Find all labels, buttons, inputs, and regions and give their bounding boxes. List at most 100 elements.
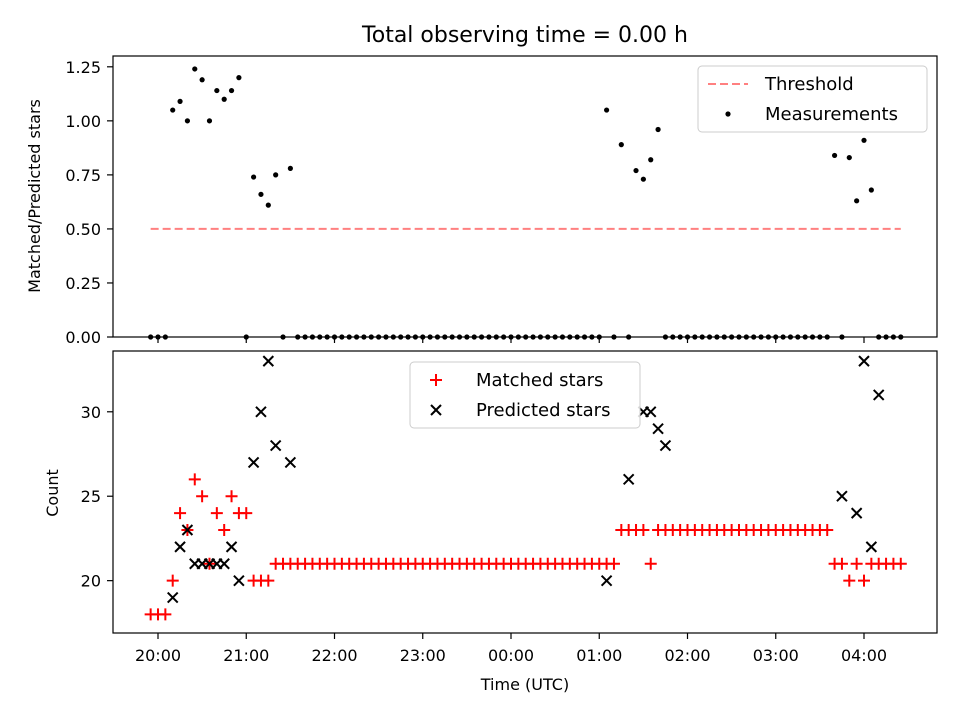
matched-star-point — [174, 507, 187, 520]
measurement-point — [258, 191, 264, 197]
measurement-point — [228, 87, 235, 94]
bottom-x-axis: 20:00 21:00 22:00 23:00 00:00 01:00 02:00 03:00… — [135, 633, 887, 665]
matched-star-point — [240, 507, 253, 520]
predicted-star-point — [284, 456, 297, 469]
matched-star-point — [858, 574, 870, 587]
bottom-xlabel: Time (UTC) — [480, 675, 569, 694]
measurement-point — [861, 137, 867, 143]
matched-stars-series — [144, 473, 907, 621]
matched-star-point — [637, 523, 650, 536]
top-ylabel: Matched/Predicted stars — [25, 99, 44, 293]
predicted-star-point — [233, 574, 245, 587]
top-plot-frame — [112, 55, 938, 338]
matched-star-point — [262, 574, 275, 587]
measurement-point — [184, 118, 191, 124]
bottom-ytick-label: 30 — [81, 403, 101, 422]
measurement-point — [846, 154, 852, 161]
predicted-star-point — [622, 473, 635, 486]
predicted-star-point — [600, 574, 613, 587]
top-legend: Threshold Measurements — [697, 65, 928, 133]
chart-title: Total observing time = 0.00 h — [361, 23, 688, 48]
top-ytick-label: 1.00 — [65, 112, 101, 131]
measurement-point — [618, 142, 624, 148]
matched-star-point — [225, 490, 238, 503]
matched-star-point — [835, 557, 848, 570]
matched-star-point — [894, 557, 907, 570]
top-ytick-label: 0.75 — [65, 166, 101, 185]
bottom-xtick-label: 01:00 — [576, 646, 622, 665]
bottom-xtick-label: 20:00 — [135, 646, 181, 665]
measurement-point — [287, 165, 293, 171]
bottom-xtick-label: 22:00 — [311, 646, 357, 665]
measurement-point — [206, 118, 213, 124]
bottom-ylabel: Count — [43, 469, 62, 517]
matched-star-point — [218, 523, 231, 536]
measurement-point — [868, 187, 874, 193]
predicted-star-point — [645, 406, 657, 418]
measurement-point — [170, 107, 176, 113]
matched-star-point — [166, 574, 179, 587]
measurement-point — [265, 202, 271, 208]
measurement-point — [177, 98, 183, 104]
matched-star-point — [644, 557, 657, 570]
predicted-star-point — [652, 422, 664, 435]
predicted-star-point — [659, 439, 672, 452]
predicted-star-point — [255, 406, 267, 418]
bottom-legend-box — [409, 361, 641, 429]
matched-star-point — [850, 557, 863, 570]
top-ytick-label: 0.25 — [65, 274, 101, 293]
bottom-xtick-label: 04:00 — [841, 646, 887, 665]
bottom-legend: Matched stars Predicted stars — [409, 361, 641, 429]
top-ytick-label: 1.25 — [65, 58, 101, 77]
predicted-star-point — [247, 456, 260, 469]
legend-matched-swatch — [430, 374, 442, 386]
legend-matched-label: Matched stars — [476, 370, 603, 391]
bottom-ytick-label: 25 — [81, 487, 101, 506]
measurement-point — [251, 174, 257, 180]
legend-predicted-label: Predicted stars — [476, 400, 610, 421]
measurement-point — [831, 152, 838, 159]
bottom-panel: 20 25 30 20:00 21:00 22:00 23:00 00:00 01:00 02:… — [43, 350, 938, 694]
matched-star-point — [159, 608, 172, 621]
legend-measurements-swatch — [725, 111, 731, 117]
predicted-star-point — [225, 541, 238, 553]
measurement-point — [273, 172, 279, 178]
predicted-star-point — [167, 591, 179, 604]
matched-star-point — [821, 523, 834, 536]
bottom-xtick-label: 21:00 — [223, 646, 269, 665]
bottom-xtick-label: 03:00 — [753, 646, 799, 665]
measurement-point — [221, 96, 227, 102]
predicted-star-point — [174, 541, 186, 553]
bottom-xtick-label: 02:00 — [664, 646, 710, 665]
top-x-ticks — [157, 337, 865, 343]
top-ytick-label: 0.00 — [65, 328, 101, 347]
matched-star-point — [843, 574, 856, 587]
measurement-point — [604, 107, 610, 113]
legend-measurements-label: Measurements — [765, 104, 898, 125]
predicted-stars-series — [167, 355, 885, 604]
predicted-star-point — [873, 389, 885, 401]
predicted-star-point — [858, 355, 870, 367]
predicted-star-point — [269, 439, 282, 452]
top-y-axis: 0.00 0.25 0.50 0.75 1.00 1.25 — [65, 58, 113, 347]
bottom-xtick-label: 23:00 — [400, 646, 446, 665]
predicted-star-point — [218, 558, 230, 570]
measurement-point — [199, 77, 205, 83]
legend-predicted-swatch — [430, 404, 442, 416]
measurement-point — [214, 87, 220, 94]
matched-star-point — [188, 473, 201, 486]
predicted-star-point — [262, 355, 275, 367]
measurement-point — [192, 66, 198, 72]
measurement-point — [648, 157, 654, 163]
bottom-y-axis: 20 25 30 — [81, 403, 113, 591]
matched-star-point — [607, 557, 620, 570]
measurement-point — [236, 75, 242, 81]
predicted-star-point — [865, 541, 878, 553]
bottom-ytick-label: 20 — [81, 572, 101, 591]
bottom-plot-frame — [112, 350, 938, 634]
top-panel: 0.00 0.25 0.50 0.75 1.00 1.25 Matched/Predict… — [25, 55, 938, 347]
legend-threshold-label: Threshold — [764, 74, 854, 95]
matched-star-point — [196, 490, 209, 503]
measurement-point — [640, 176, 646, 182]
